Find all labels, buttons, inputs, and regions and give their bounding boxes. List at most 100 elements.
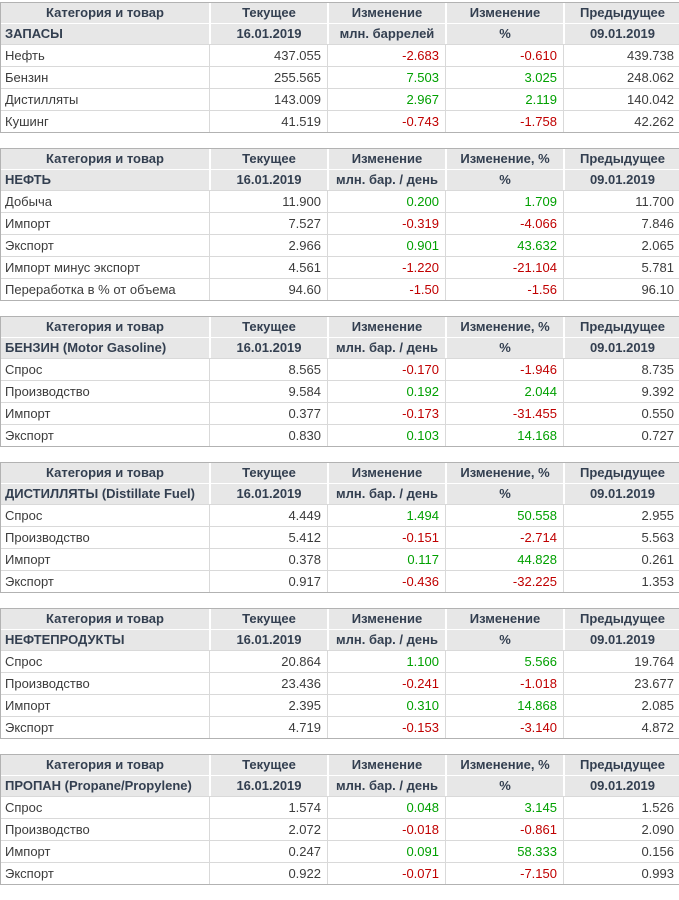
data-table: Категория и товар Текущее Изменение Изменен…	[0, 608, 679, 739]
current-value: 0.378	[209, 548, 327, 570]
col-header-change: Изменение	[327, 3, 445, 23]
previous-value: 0.993	[563, 862, 679, 884]
col-header-previous: Предыдущее	[563, 755, 679, 775]
table-row: Производство 2.072 -0.018 -0.861 2.090	[1, 818, 679, 840]
change-pct-value: -21.104	[445, 256, 563, 278]
previous-value: 23.677	[563, 672, 679, 694]
section-header-row: БЕНЗИН (Motor Gasoline) 16.01.2019 млн. ба…	[1, 337, 679, 358]
current-value: 7.527	[209, 212, 327, 234]
table-row: Добыча 11.900 0.200 1.709 11.700	[1, 190, 679, 212]
change-unit-header: млн. бар. / день	[327, 483, 445, 504]
row-label: Кушинг	[1, 110, 209, 132]
col-header-current: Текущее	[209, 463, 327, 483]
col-header-category: Категория и товар	[1, 463, 209, 483]
change-pct-value: 44.828	[445, 548, 563, 570]
column-headers-row: Категория и товар Текущее Изменение Изменен…	[1, 149, 679, 169]
previous-value: 8.735	[563, 358, 679, 380]
col-header-previous: Предыдущее	[563, 3, 679, 23]
current-date-header: 16.01.2019	[209, 775, 327, 796]
row-label: Импорт	[1, 840, 209, 862]
change-pct-value: -1.018	[445, 672, 563, 694]
table-header: Категория и товар Текущее Изменение Изменен…	[1, 463, 679, 504]
table-body: Нефть 437.055 -2.683 -0.610 439.738 Бензин 255…	[1, 44, 679, 132]
data-table: Категория и товар Текущее Изменение Изменен…	[0, 462, 679, 593]
previous-date-header: 09.01.2019	[563, 775, 679, 796]
change-value: -0.743	[327, 110, 445, 132]
change-pct-value: 14.168	[445, 424, 563, 446]
table-row: Спрос 1.574 0.048 3.145 1.526	[1, 796, 679, 818]
change-value: 0.103	[327, 424, 445, 446]
current-value: 1.574	[209, 796, 327, 818]
col-header-change: Изменение	[327, 755, 445, 775]
row-label: Добыча	[1, 190, 209, 212]
column-headers-row: Категория и товар Текущее Изменение Изменен…	[1, 317, 679, 337]
table-row: Спрос 20.864 1.100 5.566 19.764	[1, 650, 679, 672]
section-title: ПРОПАН (Propane/Propylene)	[1, 775, 209, 796]
previous-value: 0.261	[563, 548, 679, 570]
change-value: -0.151	[327, 526, 445, 548]
percent-sign-header: %	[445, 337, 563, 358]
section-header-row: НЕФТЬ 16.01.2019 млн. бар. / день% 09.01.20…	[1, 169, 679, 190]
previous-value: 5.563	[563, 526, 679, 548]
change-value: 2.967	[327, 88, 445, 110]
percent-sign-header: %	[445, 629, 563, 650]
section-title: НЕФТЬ	[1, 169, 209, 190]
data-table: Категория и товар Текущее Изменение Изменен…	[0, 2, 679, 133]
current-value: 8.565	[209, 358, 327, 380]
current-value: 4.449	[209, 504, 327, 526]
col-header-category: Категория и товар	[1, 317, 209, 337]
table-row: Экспорт 4.719 -0.153 -3.140 4.872	[1, 716, 679, 738]
change-value: 0.192	[327, 380, 445, 402]
previous-value: 9.392	[563, 380, 679, 402]
change-pct-value: 3.025	[445, 66, 563, 88]
current-date-header: 16.01.2019	[209, 483, 327, 504]
change-value: 0.091	[327, 840, 445, 862]
row-label: Спрос	[1, 650, 209, 672]
col-header-change: Изменение	[327, 463, 445, 483]
change-unit-header: млн. бар. / день	[327, 629, 445, 650]
previous-date-header: 09.01.2019	[563, 23, 679, 44]
current-value: 20.864	[209, 650, 327, 672]
table-row: Дистилляты 143.009 2.967 2.119 140.042	[1, 88, 679, 110]
percent-sign-header: %	[445, 169, 563, 190]
change-value: -1.50	[327, 278, 445, 300]
col-header-current: Текущее	[209, 755, 327, 775]
current-value: 94.60	[209, 278, 327, 300]
table-row: Спрос 8.565 -0.170 -1.946 8.735	[1, 358, 679, 380]
row-label: Импорт минус экспорт	[1, 256, 209, 278]
change-pct-value: -0.610	[445, 44, 563, 66]
current-value: 11.900	[209, 190, 327, 212]
table-row: Импорт 0.247 0.091 58.333 0.156	[1, 840, 679, 862]
row-label: Экспорт	[1, 424, 209, 446]
previous-value: 2.955	[563, 504, 679, 526]
col-header-previous: Предыдущее	[563, 609, 679, 629]
table-body: Спрос 8.565 -0.170 -1.946 8.735 Производство 9…	[1, 358, 679, 446]
change-pct-value: -1.946	[445, 358, 563, 380]
table-row: Производство 23.436 -0.241 -1.018 23.677	[1, 672, 679, 694]
row-label: Импорт	[1, 402, 209, 424]
change-unit-header: млн. бар. / день	[327, 169, 445, 190]
previous-value: 2.065	[563, 234, 679, 256]
previous-value: 2.085	[563, 694, 679, 716]
table-row: Импорт 7.527 -0.319 -4.066 7.846	[1, 212, 679, 234]
current-value: 4.561	[209, 256, 327, 278]
table-header: Категория и товар Текущее Изменение Изменен…	[1, 755, 679, 796]
row-label: Переработка в % от объема	[1, 278, 209, 300]
table-header: Категория и товар Текущее Изменение Изменен…	[1, 3, 679, 44]
current-value: 41.519	[209, 110, 327, 132]
table-header: Категория и товар Текущее Изменение Изменен…	[1, 149, 679, 190]
table-row: Импорт минус экспорт 4.561 -1.220 -21.104 5.…	[1, 256, 679, 278]
change-pct-value: -0.861	[445, 818, 563, 840]
previous-value: 1.526	[563, 796, 679, 818]
table-row: Экспорт 2.966 0.901 43.632 2.065	[1, 234, 679, 256]
table-header: Категория и товар Текущее Изменение Изменен…	[1, 317, 679, 358]
change-pct-value: -4.066	[445, 212, 563, 234]
change-unit-header: млн. бар. / день	[327, 775, 445, 796]
table-row: Производство 9.584 0.192 2.044 9.392	[1, 380, 679, 402]
change-value: -0.241	[327, 672, 445, 694]
row-label: Дистилляты	[1, 88, 209, 110]
col-header-previous: Предыдущее	[563, 463, 679, 483]
change-unit-header: млн. баррелей	[327, 23, 445, 44]
section-title: ЗАПАСЫ	[1, 23, 209, 44]
table-row: Переработка в % от объема 94.60 -1.50 -1.56…	[1, 278, 679, 300]
